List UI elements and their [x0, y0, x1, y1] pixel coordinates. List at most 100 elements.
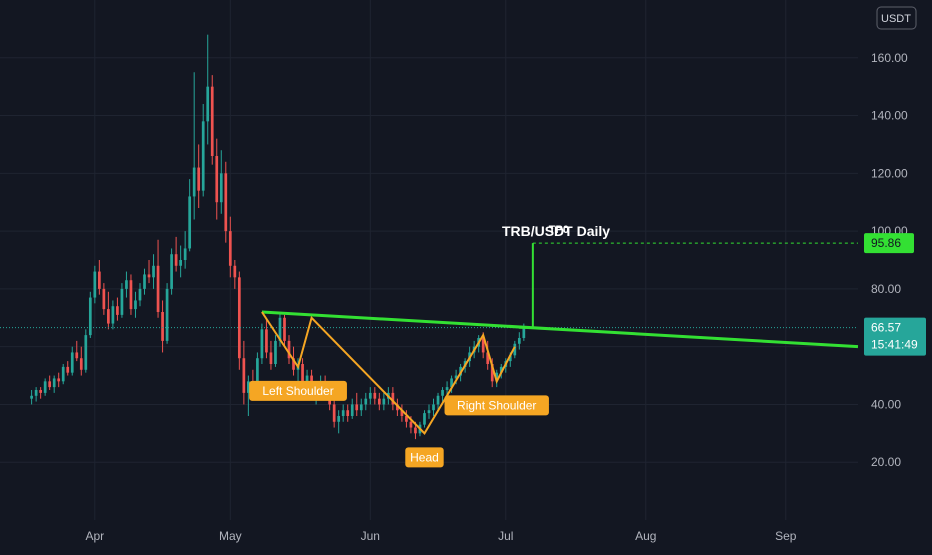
candle [120, 283, 124, 318]
candle [197, 144, 201, 208]
x-tick-label: Sep [775, 529, 797, 543]
x-tick-label: Apr [85, 529, 104, 543]
candle [61, 364, 65, 385]
y-tick-label: 20.00 [871, 455, 901, 469]
candle [102, 283, 106, 315]
candle [215, 138, 219, 220]
candle [206, 34, 210, 145]
y-tick-label: 160.00 [871, 51, 908, 65]
candle [228, 216, 232, 278]
candle [107, 291, 110, 330]
candle [129, 274, 133, 315]
candle [274, 335, 277, 367]
candle [364, 392, 368, 411]
candle [210, 75, 214, 165]
candle [147, 260, 151, 284]
candle [125, 271, 128, 298]
candle [432, 398, 435, 416]
candle [165, 283, 169, 344]
y-tick-label: 40.00 [871, 397, 901, 411]
pattern-path[interactable] [261, 311, 516, 435]
candle [48, 375, 52, 390]
candle [287, 335, 291, 364]
candle [79, 346, 83, 376]
x-tick-label: Jul [498, 529, 513, 543]
candle [30, 390, 33, 405]
candle [111, 300, 115, 330]
pattern-annotation[interactable]: Right Shoulder [444, 395, 549, 416]
candle [242, 340, 246, 405]
candle [134, 291, 137, 318]
candle [183, 231, 187, 269]
candle [138, 283, 142, 307]
candle [34, 387, 38, 402]
candle [224, 161, 228, 243]
candle [52, 375, 56, 393]
candle [355, 392, 359, 416]
candle [337, 410, 341, 434]
y-tick-label: 80.00 [871, 282, 901, 296]
target-label: TP0 [549, 224, 569, 236]
candle [188, 179, 192, 252]
last-price-badge: 66.57 15:41:49 [864, 317, 926, 356]
candle [260, 323, 264, 364]
candle [156, 239, 160, 318]
annotation-text: Head [410, 450, 439, 464]
candle [332, 398, 336, 428]
currency-button[interactable]: USDT [876, 6, 917, 30]
y-tick-label: 140.00 [871, 109, 908, 123]
annotation-text: Left Shoulder [262, 384, 333, 398]
candle [283, 314, 286, 347]
candle [450, 375, 453, 393]
candle [441, 387, 444, 402]
candle [341, 404, 345, 422]
target-price-text: 95.86 [871, 236, 901, 250]
candle [359, 398, 363, 416]
candle [152, 254, 155, 289]
candle [116, 297, 119, 321]
neckline[interactable] [261, 310, 859, 349]
candle [161, 300, 164, 353]
candle [513, 340, 517, 359]
candle [350, 398, 354, 419]
candle [436, 392, 440, 411]
candle [39, 387, 42, 399]
candle [445, 381, 449, 396]
candle [382, 392, 386, 411]
candle [143, 268, 146, 295]
candle [427, 404, 431, 419]
candle [237, 271, 241, 370]
last-price-text: 66.57 [871, 321, 901, 335]
candle [517, 332, 521, 350]
candle [93, 265, 97, 304]
pattern-annotation[interactable]: Head [405, 447, 444, 468]
pattern-annotation[interactable]: Left Shoulder [249, 380, 347, 401]
candle [368, 387, 372, 405]
candle [179, 245, 182, 278]
candle [97, 260, 101, 295]
candle [75, 340, 79, 362]
labels: Left Shoulder Head Right Shoulder TP0 95.86 6… [249, 224, 926, 468]
x-axis: Apr May Jun Jul Aug Sep [85, 529, 796, 543]
candle [66, 361, 70, 376]
x-tick-label: May [219, 529, 242, 543]
candle [396, 398, 399, 416]
candle [391, 387, 395, 411]
candle [377, 392, 381, 411]
candle [170, 248, 173, 295]
candle [269, 340, 273, 370]
target-price-badge: 95.86 [864, 233, 914, 254]
countdown-text: 15:41:49 [871, 338, 918, 352]
candle [486, 340, 490, 370]
candle [70, 346, 74, 376]
candle [247, 375, 250, 416]
y-tick-label: 120.00 [871, 166, 908, 180]
candle [219, 150, 223, 214]
candle [400, 404, 404, 422]
candle [373, 387, 377, 405]
candle [265, 317, 268, 359]
candle [233, 260, 237, 289]
x-tick-label: Jun [361, 529, 380, 543]
